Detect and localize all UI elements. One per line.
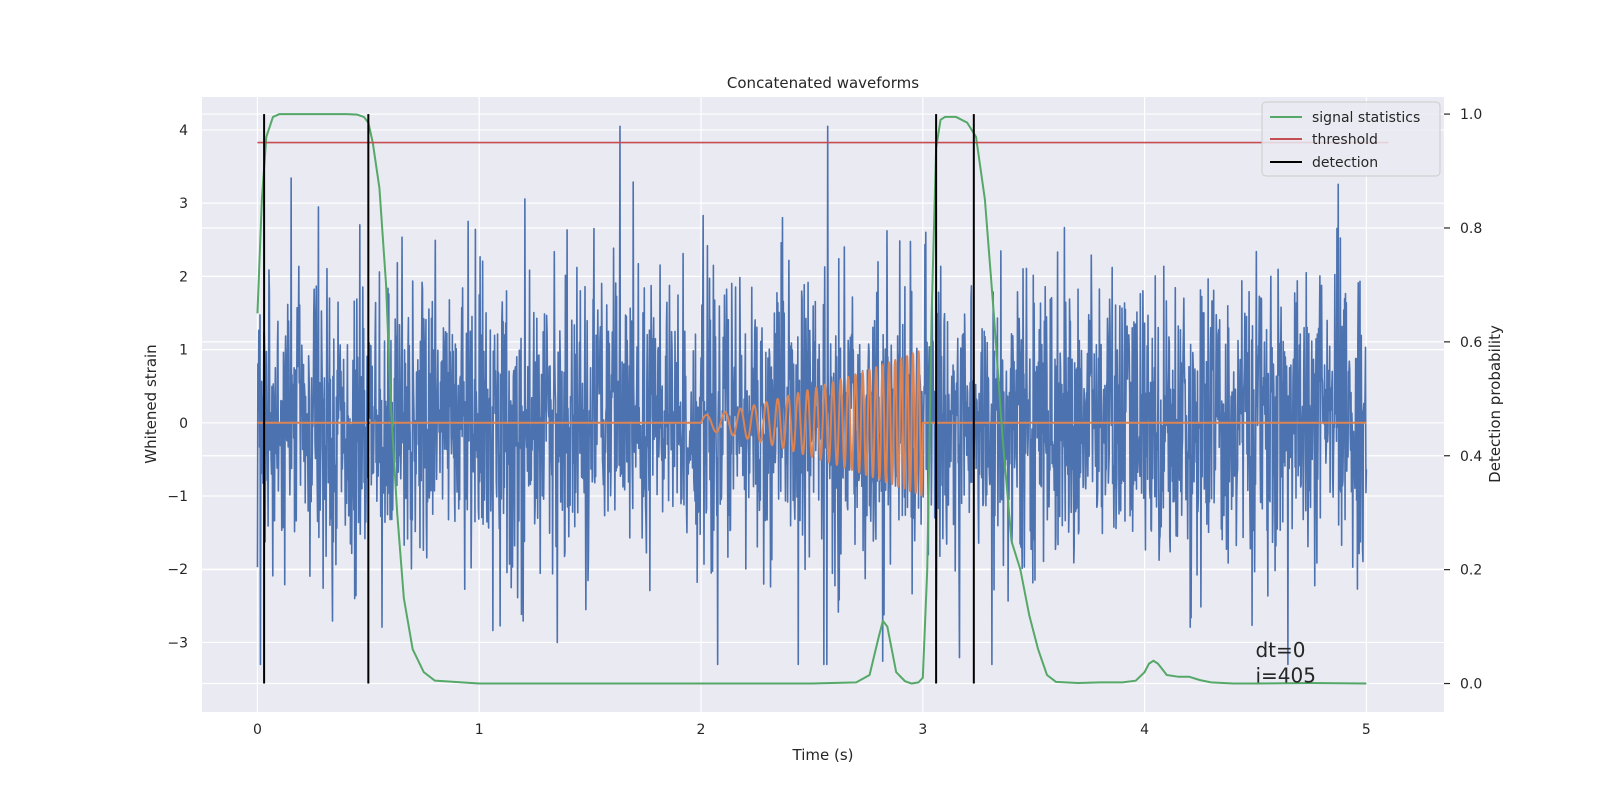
injected-signal-series bbox=[257, 350, 1367, 497]
x-axis-label: Time (s) bbox=[792, 746, 854, 764]
x-tick-label: 1 bbox=[475, 722, 484, 738]
legend: signal statistics threshold detection bbox=[1261, 101, 1441, 177]
plot-area bbox=[256, 113, 1389, 685]
annotation-dt: dt=0 bbox=[1255, 638, 1305, 662]
x-tick-label: 4 bbox=[1140, 722, 1149, 738]
x-tick-label: 0 bbox=[253, 722, 262, 738]
x-axis: 0 1 2 3 4 5 bbox=[253, 722, 1371, 738]
x-tick-label: 5 bbox=[1362, 722, 1371, 738]
x-tick-label: 3 bbox=[918, 722, 927, 738]
y2-axis-label: Detection probability bbox=[1486, 325, 1504, 483]
y-axis-label: Whitened strain bbox=[142, 344, 160, 463]
y-tick-label: 1 bbox=[179, 343, 188, 359]
y2-tick-label: 0.0 bbox=[1460, 677, 1482, 693]
y2-tick-label: 0.2 bbox=[1460, 563, 1482, 579]
signal-statistics-series bbox=[256, 113, 1367, 685]
y-tick-label: 0 bbox=[179, 416, 188, 432]
detection-lines bbox=[263, 114, 975, 684]
left-axis: −3 −2 −1 0 1 2 3 4 bbox=[167, 123, 188, 651]
y2-tick-label: 0.4 bbox=[1460, 449, 1482, 465]
y-tick-label: −3 bbox=[167, 635, 188, 651]
y2-tick-label: 0.8 bbox=[1460, 221, 1482, 237]
y-tick-label: −1 bbox=[167, 489, 188, 505]
legend-label-threshold: threshold bbox=[1312, 132, 1378, 148]
x-tick-label: 2 bbox=[697, 722, 706, 738]
chart-title: Concatenated waveforms bbox=[727, 74, 919, 92]
y-tick-label: 2 bbox=[179, 269, 188, 285]
legend-label-signal-statistics: signal statistics bbox=[1312, 110, 1420, 126]
right-axis: 0.0 0.2 0.4 0.6 0.8 1.0 bbox=[1444, 107, 1482, 693]
y-tick-label: −2 bbox=[167, 562, 188, 578]
noise-series bbox=[256, 125, 1368, 666]
legend-label-detection: detection bbox=[1312, 155, 1378, 171]
legend-box bbox=[1261, 101, 1441, 177]
y2-tick-label: 1.0 bbox=[1460, 107, 1482, 123]
y-tick-label: 3 bbox=[179, 196, 188, 212]
y-tick-label: 4 bbox=[179, 123, 188, 139]
annotation-i: i=405 bbox=[1255, 664, 1316, 688]
y2-tick-label: 0.6 bbox=[1460, 335, 1482, 351]
